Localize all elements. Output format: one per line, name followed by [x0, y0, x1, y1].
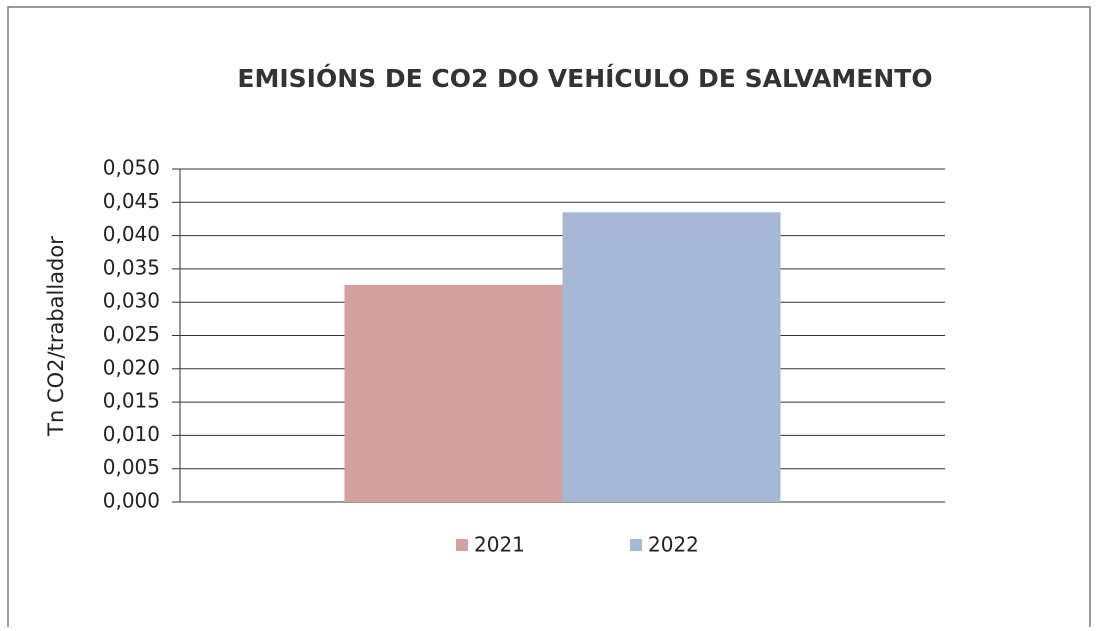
- y-tick-label: 0,005: [103, 455, 160, 479]
- y-tick-label: 0,020: [103, 355, 160, 379]
- y-tick-label: 0,025: [103, 322, 160, 346]
- chart-title: EMISIÓNS DE CO2 DO VEHÍCULO DE SALVAMENT…: [237, 63, 932, 93]
- y-tick-label: 0,050: [103, 156, 160, 180]
- legend-swatch: [630, 539, 642, 551]
- y-tick-label: 0,035: [103, 255, 160, 279]
- legend-label: 2021: [474, 533, 525, 557]
- y-tick-label: 0,015: [103, 389, 160, 413]
- y-tick-label: 0,030: [103, 289, 160, 313]
- bar: [344, 284, 563, 502]
- bar: [562, 212, 781, 503]
- y-tick-label: 0,045: [103, 189, 160, 213]
- y-tick-label: 0,040: [103, 222, 160, 246]
- legend-swatch: [456, 539, 468, 551]
- chart-frame: [7, 6, 1091, 627]
- legend-label: 2022: [648, 533, 699, 557]
- y-axis-label: Tn CO2/traballador: [44, 236, 68, 437]
- y-tick-label: 0,010: [103, 422, 160, 446]
- y-tick-label: 0,000: [103, 489, 160, 513]
